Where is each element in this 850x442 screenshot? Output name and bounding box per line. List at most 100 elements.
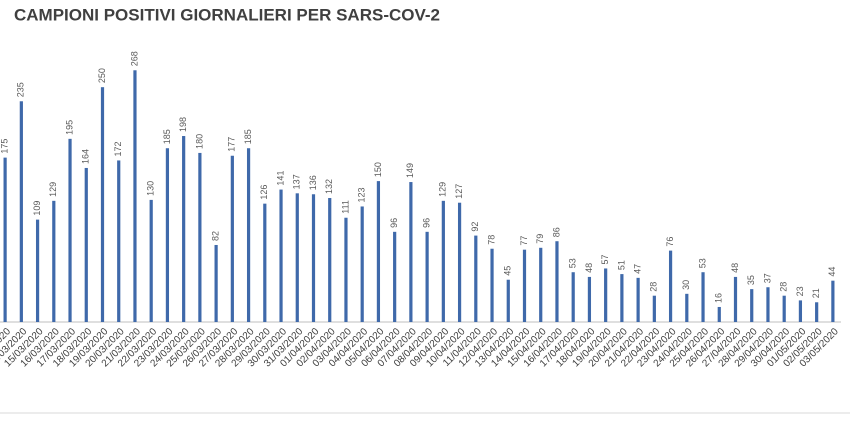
bar (68, 138, 72, 322)
data-label: 111 (340, 200, 350, 214)
data-label: 44 (827, 267, 837, 277)
bar (149, 199, 153, 322)
bar (441, 200, 445, 322)
bar (100, 87, 105, 322)
bar (668, 250, 673, 322)
bar (393, 231, 397, 322)
bar (620, 274, 624, 322)
data-label: 185 (162, 129, 172, 144)
data-label: 177 (227, 137, 237, 152)
bar (3, 157, 7, 322)
data-label: 172 (113, 141, 123, 156)
data-label: 28 (649, 282, 659, 292)
data-label: 53 (568, 258, 578, 268)
bar (133, 70, 137, 323)
data-label: 21 (811, 288, 821, 298)
data-label: 48 (730, 263, 740, 273)
bar (425, 231, 429, 322)
data-label: 180 (194, 134, 204, 149)
bar (750, 289, 754, 322)
data-label: 92 (470, 222, 480, 232)
data-label: 96 (421, 218, 431, 228)
bar (311, 194, 316, 322)
bar (474, 235, 478, 322)
data-label: 198 (178, 117, 188, 132)
data-label: 37 (762, 273, 772, 283)
bar (52, 200, 56, 322)
bar (766, 287, 770, 322)
bar (782, 295, 786, 322)
bar (344, 217, 348, 322)
data-label: 250 (97, 68, 107, 83)
bar (19, 101, 23, 323)
chart-title: CAMPIONI POSITIVI GIORNALIERI PER SARS-C… (14, 5, 440, 24)
data-label: 141 (275, 171, 285, 186)
bar (246, 148, 251, 322)
data-label: 30 (681, 280, 691, 290)
data-label: 57 (600, 254, 610, 264)
bar (457, 202, 462, 322)
bar (165, 148, 170, 322)
data-label: 96 (389, 218, 399, 228)
bar (230, 155, 234, 322)
bar (490, 248, 494, 322)
data-label: 77 (519, 236, 529, 246)
data-label: 123 (357, 187, 367, 202)
data-label: 51 (616, 260, 626, 270)
bar (35, 219, 40, 322)
data-label: 28 (779, 282, 789, 292)
bar (295, 193, 299, 322)
data-label: 136 (308, 175, 318, 190)
data-label: 126 (259, 185, 269, 200)
bar (701, 272, 705, 322)
bar (539, 247, 543, 322)
data-label: 47 (632, 264, 642, 274)
data-label: 48 (584, 263, 594, 273)
bar (84, 167, 88, 322)
bar (506, 279, 510, 322)
bar (555, 241, 559, 322)
bar (652, 295, 656, 322)
data-label: 129 (438, 182, 448, 197)
bar (198, 152, 202, 322)
data-label: 76 (665, 237, 675, 247)
data-label: 35 (746, 275, 756, 285)
data-label: 127 (454, 184, 464, 199)
data-label: 132 (324, 179, 334, 194)
bar (831, 280, 835, 322)
bar (685, 293, 689, 322)
data-label: 129 (48, 182, 58, 197)
data-label: 164 (81, 149, 91, 164)
bar (409, 182, 413, 322)
bar (636, 277, 640, 322)
bar (587, 276, 592, 322)
data-label: 149 (405, 163, 415, 178)
data-label: 185 (243, 129, 253, 144)
data-label: 235 (16, 82, 26, 97)
bar (263, 203, 267, 322)
bar (571, 272, 575, 322)
data-label: 23 (795, 286, 805, 296)
bar (798, 300, 803, 322)
bar (815, 302, 819, 322)
data-label: 268 (129, 51, 139, 66)
data-label: 82 (210, 231, 220, 241)
data-label: 45 (503, 266, 513, 276)
data-label: 137 (292, 174, 302, 189)
data-label: 79 (535, 234, 545, 244)
data-label: 53 (697, 258, 707, 268)
data-label: 86 (551, 227, 561, 237)
data-label: 16 (714, 293, 724, 303)
data-label: 175 (0, 139, 9, 154)
bar (328, 198, 332, 322)
bar (117, 160, 121, 322)
bar (717, 306, 721, 322)
bar (604, 268, 608, 322)
bar (182, 136, 186, 322)
bar (733, 276, 738, 322)
data-label: 195 (64, 120, 74, 135)
data-label: 109 (32, 201, 42, 216)
bar (522, 249, 527, 322)
data-label: 150 (373, 162, 383, 177)
